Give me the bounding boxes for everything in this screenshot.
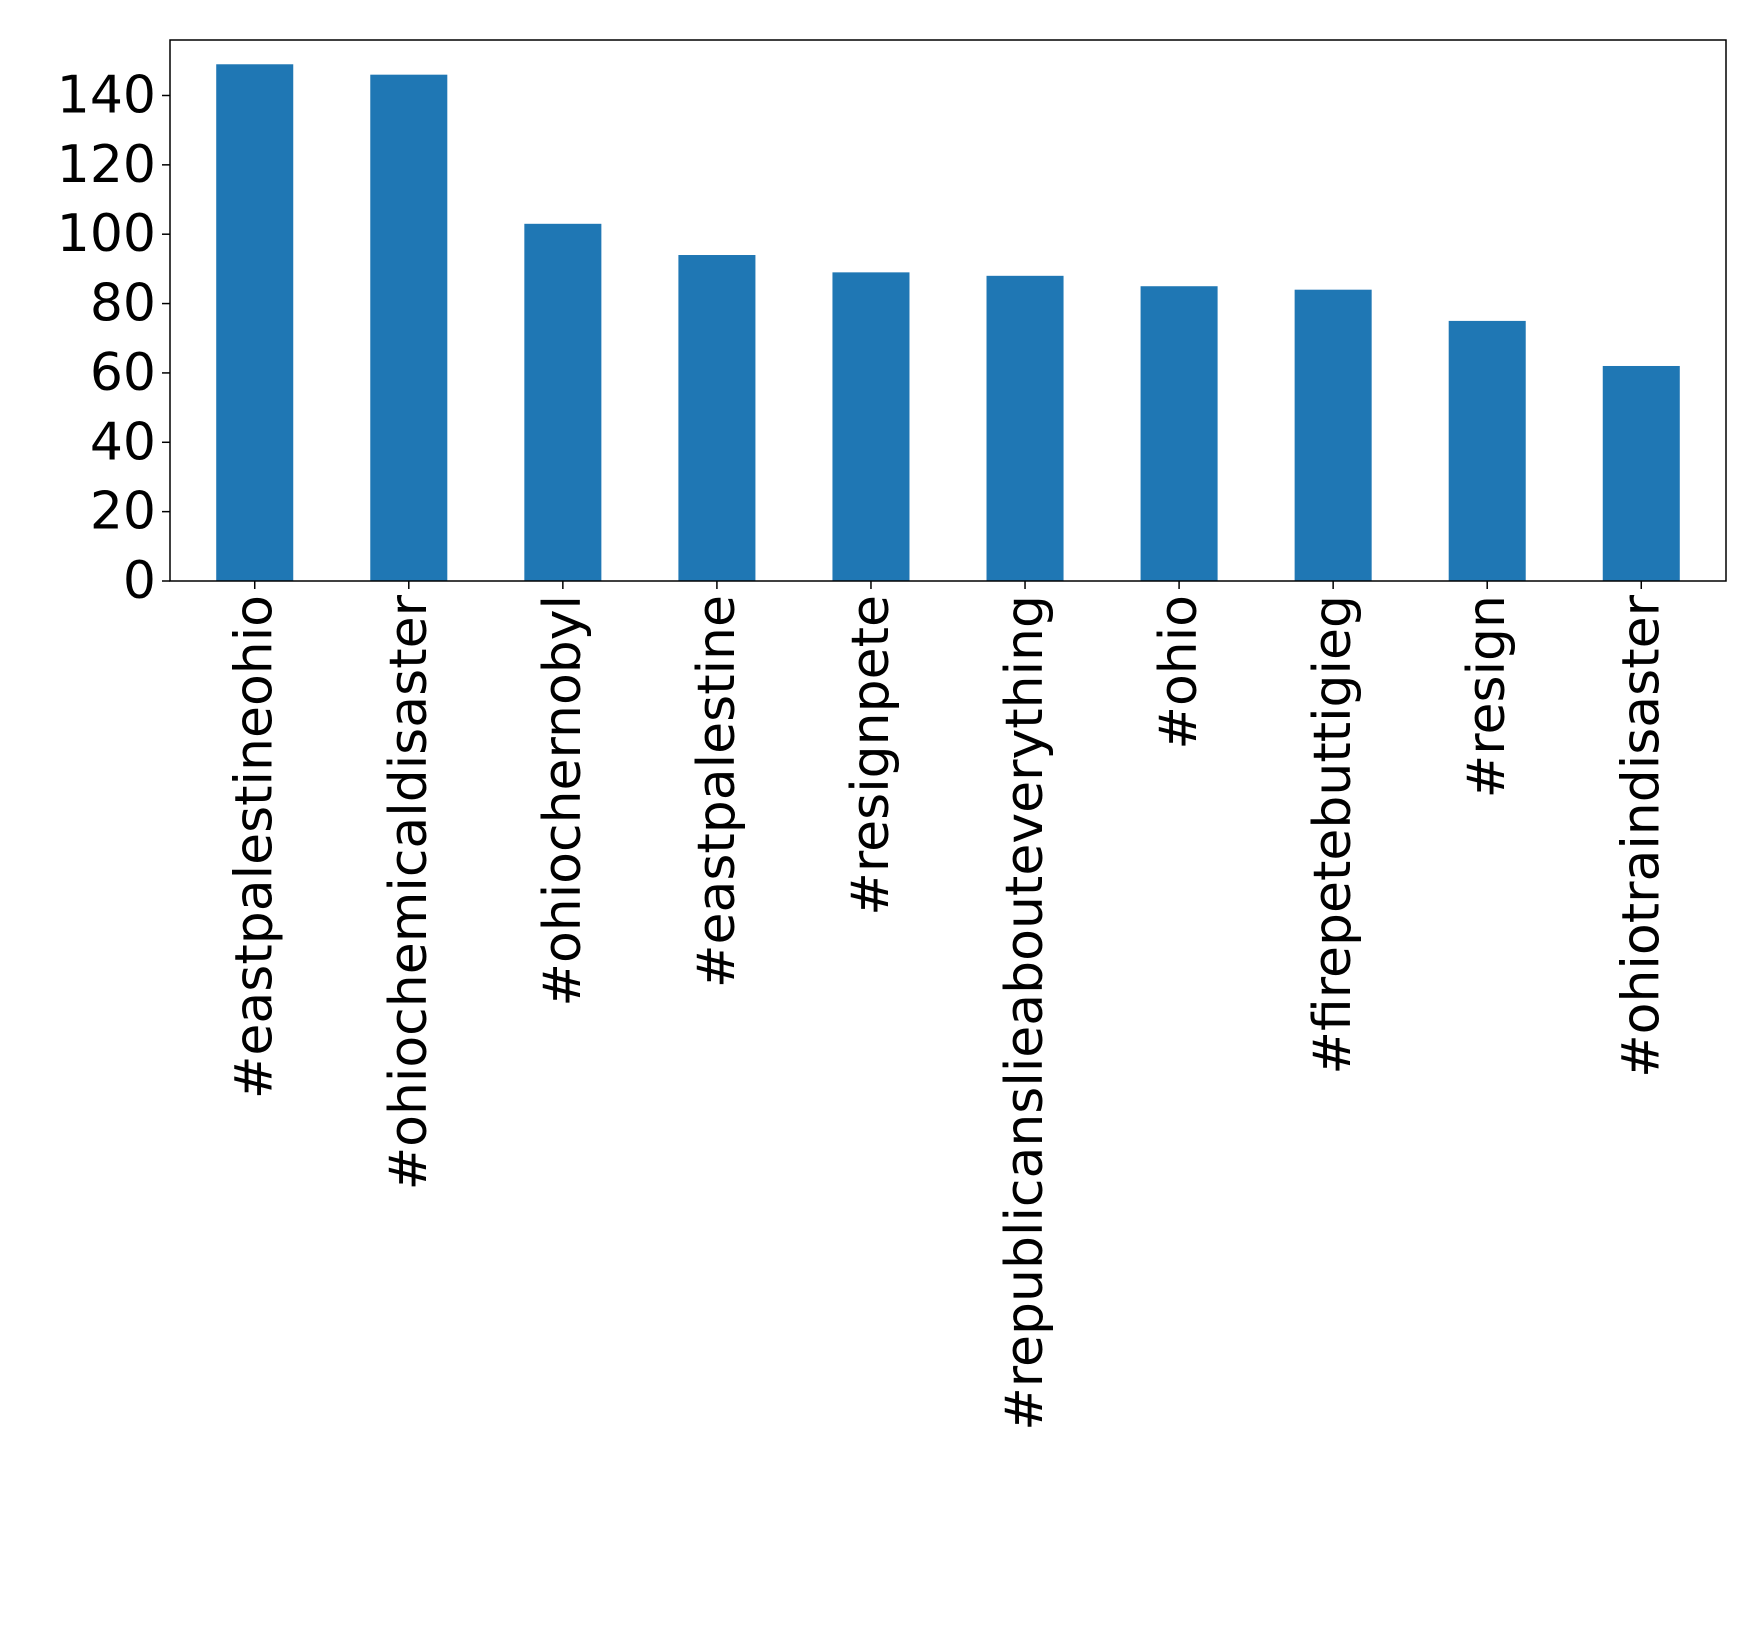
x-tick-label: #resign — [1457, 595, 1517, 798]
y-tick-label: 60 — [90, 343, 156, 403]
bar-1 — [370, 74, 448, 581]
y-tick-label: 0 — [123, 551, 156, 611]
x-tick-label: #resignpete — [841, 595, 901, 916]
y-axis: 0 20 40 60 80 100 120 140 — [57, 65, 170, 611]
y-tick-label: 100 — [57, 204, 156, 264]
y-tick-label: 140 — [57, 65, 156, 125]
bar-5 — [986, 275, 1064, 581]
bar-3 — [678, 255, 756, 581]
x-tick-label: #ohiotraindisaster — [1611, 594, 1671, 1078]
x-tick-label: #ohiochernobyl — [533, 595, 593, 1007]
x-tick-label: #ohio — [1149, 595, 1209, 750]
y-tick-label: 80 — [90, 274, 156, 334]
x-axis: #eastpalestineohio #ohiochemicaldisaster #… — [225, 581, 1671, 1431]
y-tick-label: 40 — [90, 412, 156, 472]
bar-8 — [1448, 320, 1526, 581]
x-tick-label: #ohiochemicaldisaster — [379, 594, 439, 1190]
x-tick-label: #firepetebuttigieg — [1303, 595, 1363, 1075]
y-tick-label: 20 — [90, 482, 156, 542]
y-tick-label: 120 — [57, 135, 156, 195]
plot-frame — [169, 39, 1727, 582]
bars — [216, 64, 1680, 582]
bar-4 — [832, 272, 910, 581]
bar-0 — [216, 64, 294, 582]
x-tick-label: #republicanslieabouteverything — [995, 595, 1055, 1431]
x-tick-label: #eastpalestine — [687, 595, 747, 988]
x-tick-label: #eastpalestineohio — [225, 595, 285, 1099]
bar-6 — [1140, 286, 1218, 581]
bar-7 — [1294, 289, 1372, 581]
bar-9 — [1602, 365, 1680, 581]
bar-2 — [524, 223, 602, 582]
